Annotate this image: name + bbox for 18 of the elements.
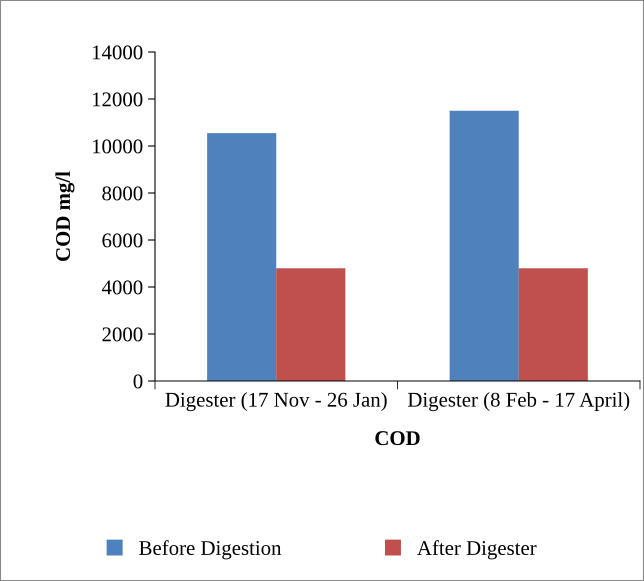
y-tick-label: 14000 <box>92 45 142 60</box>
legend-label: Before Digestion <box>139 540 282 560</box>
legend-label: After Digester <box>417 540 536 560</box>
y-tick-label: 2000 <box>102 327 142 342</box>
y-tick-label: 12000 <box>92 92 142 106</box>
bar <box>207 133 276 381</box>
y-tick-label: 8000 <box>102 186 142 200</box>
y-tick-label: 6000 <box>102 233 142 248</box>
y-tick-label: 4000 <box>102 280 142 294</box>
x-axis-title: COD <box>375 431 420 446</box>
bar <box>276 268 346 381</box>
y-tick-label: 10000 <box>92 139 142 154</box>
bar <box>518 268 588 381</box>
x-tick-label: Digester (8 Feb - 17 April) <box>408 392 630 412</box>
x-tick-label: Digester (17 Nov - 26 Jan) <box>165 392 387 412</box>
bar <box>450 110 519 381</box>
y-tick-label: 0 <box>134 374 142 388</box>
y-axis-title: COD mg/l <box>55 171 74 261</box>
